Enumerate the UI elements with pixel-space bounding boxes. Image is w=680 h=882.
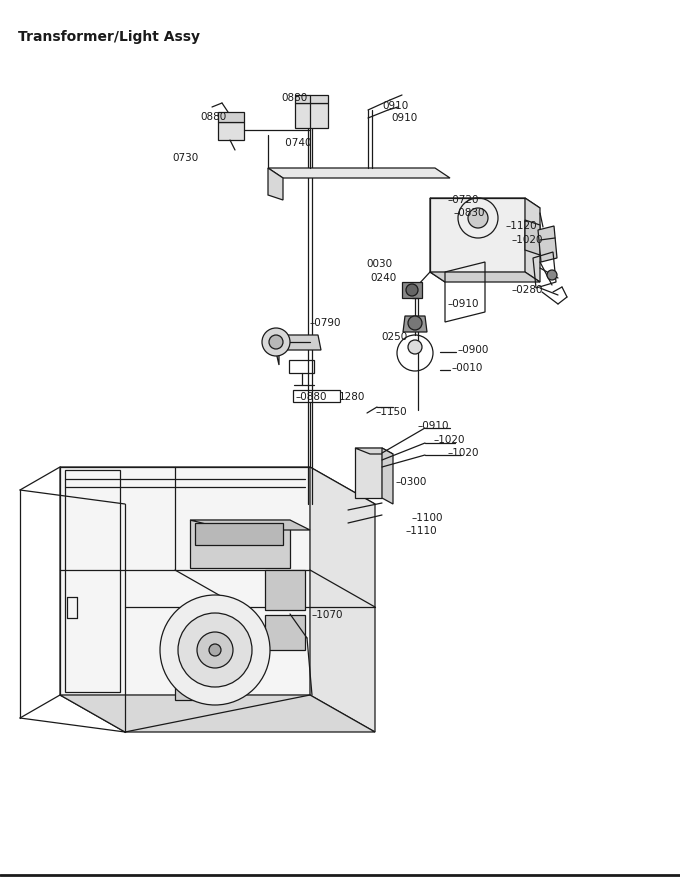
Polygon shape — [218, 122, 244, 140]
Text: 0730: 0730 — [172, 153, 199, 163]
Polygon shape — [276, 335, 321, 350]
Circle shape — [406, 284, 418, 296]
Polygon shape — [430, 198, 445, 282]
Text: –1070: –1070 — [312, 610, 343, 620]
Polygon shape — [60, 695, 375, 732]
Polygon shape — [190, 520, 310, 530]
Polygon shape — [430, 198, 540, 208]
Polygon shape — [355, 448, 393, 454]
Polygon shape — [430, 198, 525, 272]
Polygon shape — [276, 335, 279, 365]
Circle shape — [178, 613, 252, 687]
Text: –0830: –0830 — [453, 208, 484, 218]
Polygon shape — [382, 448, 393, 504]
Text: 0910: 0910 — [382, 101, 408, 111]
Text: –0280: –0280 — [512, 285, 543, 295]
Text: 0880: 0880 — [281, 93, 307, 103]
Polygon shape — [295, 103, 328, 128]
Polygon shape — [265, 570, 305, 610]
Text: –0880: –0880 — [296, 392, 328, 402]
Text: –0900: –0900 — [458, 345, 490, 355]
Circle shape — [197, 632, 233, 668]
Polygon shape — [268, 168, 283, 200]
Text: –1150: –1150 — [376, 407, 407, 417]
Polygon shape — [430, 272, 540, 282]
Text: –1100: –1100 — [411, 513, 443, 523]
Polygon shape — [60, 467, 310, 695]
Polygon shape — [175, 680, 210, 700]
Text: –1110: –1110 — [406, 526, 438, 536]
Circle shape — [262, 328, 290, 356]
Polygon shape — [190, 520, 290, 568]
Circle shape — [160, 595, 270, 705]
Text: –0010: –0010 — [452, 363, 483, 373]
Text: –1020: –1020 — [447, 448, 479, 458]
Circle shape — [408, 316, 422, 330]
Text: 0880: 0880 — [200, 112, 226, 122]
Polygon shape — [403, 316, 427, 332]
Polygon shape — [295, 95, 328, 103]
Text: 1280: 1280 — [339, 392, 365, 402]
Text: –0300: –0300 — [396, 477, 427, 487]
Polygon shape — [60, 467, 375, 504]
Text: –1120: –1120 — [506, 221, 538, 231]
Polygon shape — [402, 282, 422, 298]
Polygon shape — [60, 467, 125, 732]
Circle shape — [547, 270, 557, 280]
Text: Transformer/Light Assy: Transformer/Light Assy — [18, 30, 200, 44]
Text: 0250: 0250 — [381, 332, 407, 342]
Text: 0240: 0240 — [370, 273, 396, 283]
Text: –0790: –0790 — [310, 318, 341, 328]
Text: –0910: –0910 — [417, 421, 449, 431]
Text: –0910: –0910 — [447, 299, 479, 309]
Text: –1020: –1020 — [433, 435, 464, 445]
Polygon shape — [525, 198, 540, 282]
Text: 0910: 0910 — [391, 113, 418, 123]
Circle shape — [408, 340, 422, 354]
Polygon shape — [355, 448, 382, 498]
Text: 0740: 0740 — [282, 138, 311, 148]
Polygon shape — [268, 168, 450, 178]
Text: –1020: –1020 — [511, 235, 543, 245]
Polygon shape — [265, 615, 305, 650]
Polygon shape — [525, 220, 540, 255]
Circle shape — [468, 208, 488, 228]
Polygon shape — [310, 467, 375, 732]
Circle shape — [269, 335, 283, 349]
Polygon shape — [218, 112, 244, 122]
Polygon shape — [538, 226, 557, 262]
Polygon shape — [195, 523, 283, 545]
Circle shape — [209, 644, 221, 656]
Text: 0030: 0030 — [366, 259, 392, 269]
Text: –0720: –0720 — [447, 195, 479, 205]
